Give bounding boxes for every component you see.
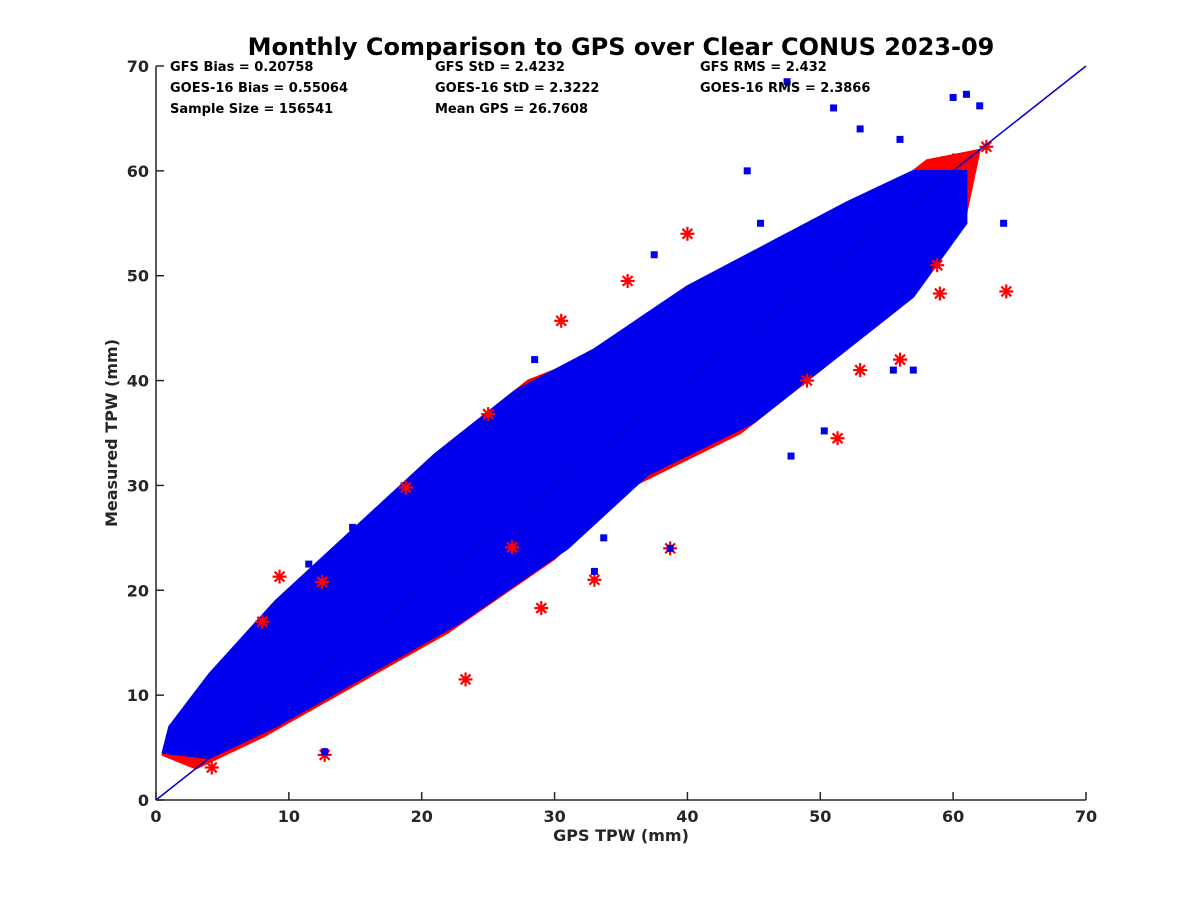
stat-text: GOES-16 StD = 2.3222 (435, 81, 599, 96)
asterisk-point (893, 352, 907, 367)
square-point (830, 104, 838, 112)
y-tick-label: 70 (127, 57, 149, 76)
x-axis-label: GPS TPW (mm) (553, 826, 689, 845)
axes (155, 65, 1087, 801)
stat-text: Sample Size = 156541 (170, 102, 333, 117)
asterisk-point (272, 569, 287, 584)
asterisk-point (853, 363, 868, 378)
asterisk-point (830, 431, 845, 446)
x-tick-label: 10 (278, 807, 300, 826)
x-tick-label: 70 (1075, 807, 1097, 826)
statistics-annotations: GFS Bias = 0.20758 GFS StD = 2.4232 GFS RM… (170, 60, 870, 117)
x-tick-label: 50 (809, 807, 831, 826)
square-point (787, 452, 795, 460)
x-tick-label: 60 (942, 807, 964, 826)
asterisk-point (979, 139, 994, 154)
x-tick-label: 0 (150, 807, 161, 826)
square-point (889, 366, 897, 374)
y-tick-label: 20 (127, 581, 149, 600)
square-point (464, 455, 472, 463)
square-point (531, 356, 539, 364)
asterisk-point (255, 614, 270, 629)
y-tick-labels: 0 10 20 30 40 50 60 70 (127, 57, 149, 810)
square-point (783, 78, 791, 86)
square-point (349, 523, 357, 531)
square-point (321, 748, 329, 756)
y-tick-label: 50 (127, 267, 149, 286)
asterisk-point (204, 760, 219, 775)
y-axis-label: Measured TPW (mm) (102, 339, 121, 527)
asterisk-point (620, 273, 635, 288)
square-point (757, 219, 764, 227)
square-point (703, 408, 711, 416)
stat-text: GFS Bias = 0.20758 (170, 60, 313, 75)
asterisk-point (800, 373, 814, 388)
y-tick-label: 10 (127, 686, 149, 705)
asterisk-point (315, 574, 330, 589)
square-point (305, 560, 313, 568)
square-point (743, 167, 751, 175)
square-point (949, 93, 957, 101)
point-cloud-1 (161, 169, 968, 760)
stat-text: GOES-16 Bias = 0.55064 (170, 81, 348, 96)
y-tick-label: 30 (127, 476, 149, 495)
chart-title: Monthly Comparison to GPS over Clear CON… (248, 33, 995, 61)
x-tick-label: 30 (543, 807, 565, 826)
square-point (896, 135, 904, 143)
asterisk-point (458, 672, 473, 687)
y-tick-label: 40 (127, 372, 149, 391)
data-points (204, 78, 1014, 775)
square-point (1000, 219, 1008, 227)
asterisk-point (587, 572, 602, 587)
stat-text: GOES-16 RMS = 2.3866 (700, 81, 870, 96)
square-point (650, 251, 658, 259)
square-point (976, 102, 984, 110)
square-point (820, 427, 828, 435)
stat-text: GFS RMS = 2.432 (700, 60, 827, 75)
asterisk-point (534, 601, 549, 616)
x-tick-label: 40 (676, 807, 698, 826)
square-point (666, 544, 674, 552)
square-point (909, 366, 917, 374)
square-point (590, 567, 598, 575)
square-point (600, 534, 608, 542)
asterisk-point (680, 226, 695, 241)
asterisk-point (505, 540, 520, 555)
asterisk-point (932, 286, 947, 301)
y-tick-label: 0 (138, 791, 149, 810)
asterisk-point (481, 407, 496, 422)
y-tick-label: 60 (127, 162, 149, 181)
stat-text: Mean GPS = 26.7608 (435, 102, 588, 117)
square-point (962, 90, 970, 98)
x-tick-labels: 0 10 20 30 40 50 60 70 (150, 807, 1097, 826)
square-point (856, 125, 864, 133)
asterisk-point (554, 313, 569, 328)
x-tick-label: 20 (411, 807, 433, 826)
stat-text: GFS StD = 2.4232 (435, 60, 565, 75)
asterisk-point (946, 153, 961, 168)
asterisk-point (398, 480, 413, 495)
asterisk-point (930, 258, 945, 273)
one-to-one-line (155, 65, 1087, 801)
asterisk-point (999, 284, 1014, 299)
point-clouds (161, 148, 981, 770)
